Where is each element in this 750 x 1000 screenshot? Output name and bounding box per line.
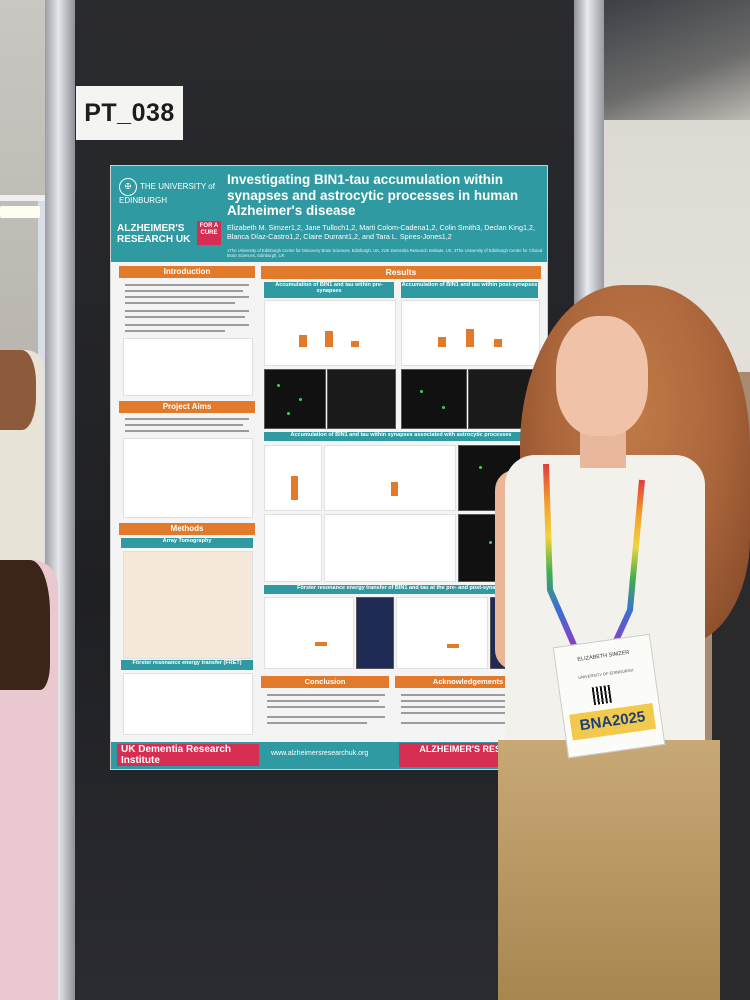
footer-url: www.alzheimersresearchuk.org — [271, 750, 369, 757]
university-name: THE UNIVERSITY of EDINBURGH — [119, 182, 215, 205]
plot-box — [315, 642, 327, 646]
fret-diagram — [123, 673, 253, 735]
poster-header — [111, 166, 547, 262]
signal-dot — [442, 406, 445, 409]
text-line — [125, 284, 249, 286]
university-logo: ✠ THE UNIVERSITY of EDINBURGH — [119, 178, 223, 205]
array-tomography-heading: Array Tomography — [121, 538, 253, 548]
text-line — [267, 694, 385, 696]
fret-micrograph — [356, 597, 394, 669]
astrocyte-plot — [324, 445, 456, 511]
rainbow-lanyard — [543, 463, 645, 647]
badge-name: ELIZABETH SIMZER — [577, 649, 630, 663]
array-tomography-diagram — [123, 551, 253, 659]
text-line — [401, 722, 521, 724]
plot-box — [291, 476, 298, 500]
plot-box — [391, 482, 398, 496]
astrocyte-plot — [324, 514, 456, 582]
text-line — [125, 424, 243, 426]
plot-box — [299, 335, 307, 347]
micrograph — [264, 369, 326, 429]
signal-dot — [489, 541, 492, 544]
astrocyte-plot — [264, 445, 322, 511]
results-astrocyte-heading: Accumulation of BIN1 and tau within syna… — [264, 432, 538, 441]
text-line — [267, 700, 379, 702]
qr-code-icon — [591, 684, 612, 706]
text-line — [401, 700, 531, 702]
acknowledgements-heading: Acknowledgements — [395, 676, 541, 688]
text-line — [125, 324, 249, 326]
text-line — [125, 330, 225, 332]
person-left-head — [0, 350, 36, 430]
micrograph-grid — [327, 369, 396, 429]
text-line — [125, 296, 249, 298]
intro-diagram — [123, 338, 253, 396]
results-presynapse-heading: Accumulation of BIN1 and tau within pre-… — [264, 282, 394, 298]
child-left-hair — [0, 560, 50, 690]
presenter-face — [556, 316, 648, 436]
text-line — [125, 418, 249, 420]
wall-shelf — [0, 195, 48, 201]
poster-authors: Elizabeth M. Simzer1,2, Jane Tulloch1,2,… — [227, 223, 536, 242]
fret-heading: Förster resonance energy transfer (FRET) — [121, 660, 253, 670]
badge-organisation: UNIVERSITY OF EDINBURGH — [577, 667, 634, 681]
plot-box — [325, 331, 333, 347]
presenter-skirt — [498, 740, 720, 1000]
text-line — [401, 694, 537, 696]
ukdri-logo: UK Dementia Research Institute — [117, 744, 259, 766]
charity-logo: ALZHEIMER'S RESEARCH UK — [117, 223, 191, 245]
research-poster: ✠ THE UNIVERSITY of EDINBURGH ALZHEIMER'S… — [110, 165, 548, 770]
methods-heading: Methods — [119, 523, 255, 535]
ceiling — [600, 0, 750, 120]
ceiling-light — [0, 206, 40, 218]
introduction-heading: Introduction — [119, 266, 255, 278]
conclusion-heading: Conclusion — [261, 676, 389, 688]
plot-box — [438, 337, 446, 347]
presynapse-plot — [264, 300, 396, 366]
text-line — [125, 430, 249, 432]
crest-icon: ✠ — [119, 178, 137, 196]
signal-dot — [420, 390, 423, 393]
text-line — [125, 290, 243, 292]
text-line — [125, 302, 235, 304]
board-number-tag: PT_038 — [76, 86, 183, 140]
poster-affiliations: 1The University of Edinburgh Centre for … — [227, 248, 543, 259]
charity-tagline: FOR A CURE — [197, 221, 221, 245]
badge-event-logo: BNA2025 — [569, 703, 657, 741]
signal-dot — [479, 466, 482, 469]
text-line — [125, 310, 249, 312]
plot-box — [447, 644, 459, 648]
name-badge: ELIZABETH SIMZER UNIVERSITY OF EDINBURGH… — [552, 633, 666, 759]
postsynapse-plot — [401, 300, 540, 366]
text-line — [267, 722, 367, 724]
text-line — [267, 716, 385, 718]
results-postsynapse-heading: Accumulation of BIN1 and tau within post… — [401, 282, 538, 298]
poster-title: Investigating BIN1-tau accumulation with… — [227, 172, 519, 219]
text-line — [125, 316, 245, 318]
signal-dot — [277, 384, 280, 387]
micrograph — [401, 369, 467, 429]
astrocyte-plot — [264, 514, 322, 582]
plot-box — [351, 341, 359, 347]
fret-postsynapse-plot — [396, 597, 488, 669]
fret-presynapse-plot — [264, 597, 354, 669]
text-line — [401, 712, 525, 714]
project-aims-heading: Project Aims — [119, 401, 255, 413]
text-line — [401, 706, 537, 708]
text-line — [267, 706, 385, 708]
plot-box — [466, 329, 474, 347]
results-fret-heading: Förster resonance energy transfer of BIN… — [264, 585, 538, 594]
results-heading: Results — [261, 266, 541, 279]
cohort-table — [123, 438, 253, 518]
signal-dot — [287, 412, 290, 415]
plot-box — [494, 339, 502, 347]
signal-dot — [299, 398, 302, 401]
